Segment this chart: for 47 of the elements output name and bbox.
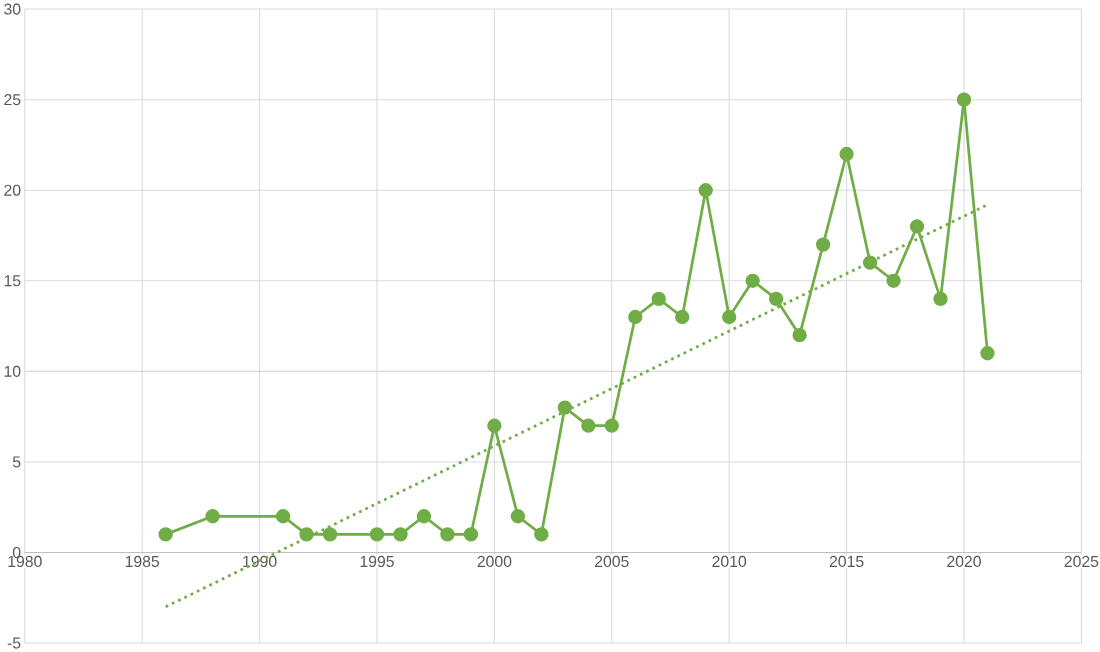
y-tick-label: 30 (4, 3, 21, 15)
point (792, 327, 807, 343)
x-tick-label: 1985 (125, 555, 160, 567)
point (909, 219, 925, 234)
x-tick-label: 2015 (829, 555, 864, 567)
y-tick-label: 15 (4, 275, 21, 287)
point (604, 418, 619, 433)
point (956, 92, 972, 107)
point (369, 527, 385, 542)
point (440, 527, 455, 542)
point (416, 509, 432, 524)
point (628, 309, 643, 325)
point (322, 527, 338, 542)
point (581, 418, 596, 433)
point (980, 346, 995, 361)
x-tick-label: 1995 (360, 555, 394, 567)
point (675, 309, 690, 325)
point (933, 291, 948, 307)
y-tick-label: 10 (4, 365, 21, 377)
point (886, 273, 901, 288)
point (815, 237, 831, 252)
x-tick-label: 2010 (712, 555, 747, 567)
point (393, 527, 408, 542)
point (463, 527, 479, 542)
x-tick-label: 2000 (477, 555, 512, 567)
point (768, 291, 784, 307)
point (299, 527, 314, 542)
x-tick-label: 2025 (1064, 555, 1099, 567)
point (698, 183, 713, 198)
point (158, 527, 173, 542)
y-tick-label: 25 (4, 94, 21, 106)
point (510, 509, 526, 524)
point (487, 418, 502, 433)
x-tick-label: 2005 (595, 555, 629, 567)
point (205, 509, 220, 524)
point (534, 527, 549, 542)
point (722, 309, 737, 325)
point (745, 273, 760, 288)
point (557, 400, 572, 415)
x-tick-label: 2020 (947, 555, 981, 567)
y-tick-label: 5 (12, 456, 21, 468)
y-tick-label: 20 (4, 184, 21, 196)
point (651, 291, 666, 307)
y-tick-label: -5 (7, 637, 21, 649)
point (275, 509, 291, 524)
point (862, 255, 878, 270)
point (839, 146, 854, 162)
